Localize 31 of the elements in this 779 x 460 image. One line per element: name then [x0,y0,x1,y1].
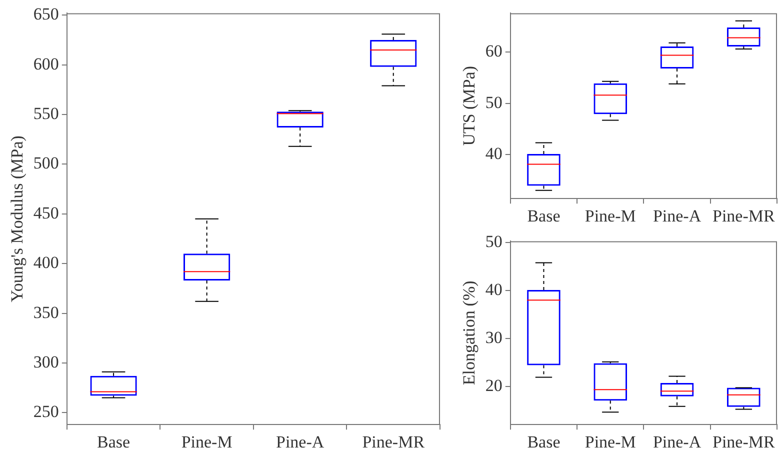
y-tick-label: 40 [485,280,502,299]
y-tick-label: 650 [33,4,59,24]
x-tick-label: Pine-A [652,432,702,452]
y-tick-label: 40 [485,144,502,164]
y-axis-title: Young's Modulus (MPa) [8,136,27,302]
x-tick-label: Pine-M [584,432,636,452]
y-tick-label: 50 [485,92,502,112]
x-tick-label: Pine-A [652,206,702,226]
x-tick-label: Base [97,432,130,452]
y-tick-label: 20 [485,376,502,395]
x-tick-label: Pine-MR [712,206,776,226]
y-tick-label: 450 [33,203,59,222]
y-tick-label: 250 [33,402,59,422]
y-tick-label: 300 [33,352,59,372]
x-tick-label: Pine-M [584,206,636,226]
y-tick-label: 350 [33,302,59,322]
y-tick-label: 550 [33,104,59,124]
y-axis-title: UTS (MPa) [460,66,479,146]
x-tick-label: Pine-MR [362,432,426,452]
x-tick-label: Base [527,206,560,226]
y-tick-label: 60 [485,42,502,61]
x-tick-label: Pine-MR [712,432,776,452]
x-tick-label: Pine-M [181,432,232,452]
y-tick-label: 600 [33,54,59,74]
y-tick-label: 30 [485,328,502,347]
y-tick-label: 50 [485,232,502,252]
x-tick-label: Pine-A [276,432,325,452]
x-tick-label: Base [527,432,560,452]
y-axis-title: Elongation (%) [460,280,479,386]
y-tick-label: 500 [33,154,59,173]
y-tick-label: 400 [33,253,59,272]
